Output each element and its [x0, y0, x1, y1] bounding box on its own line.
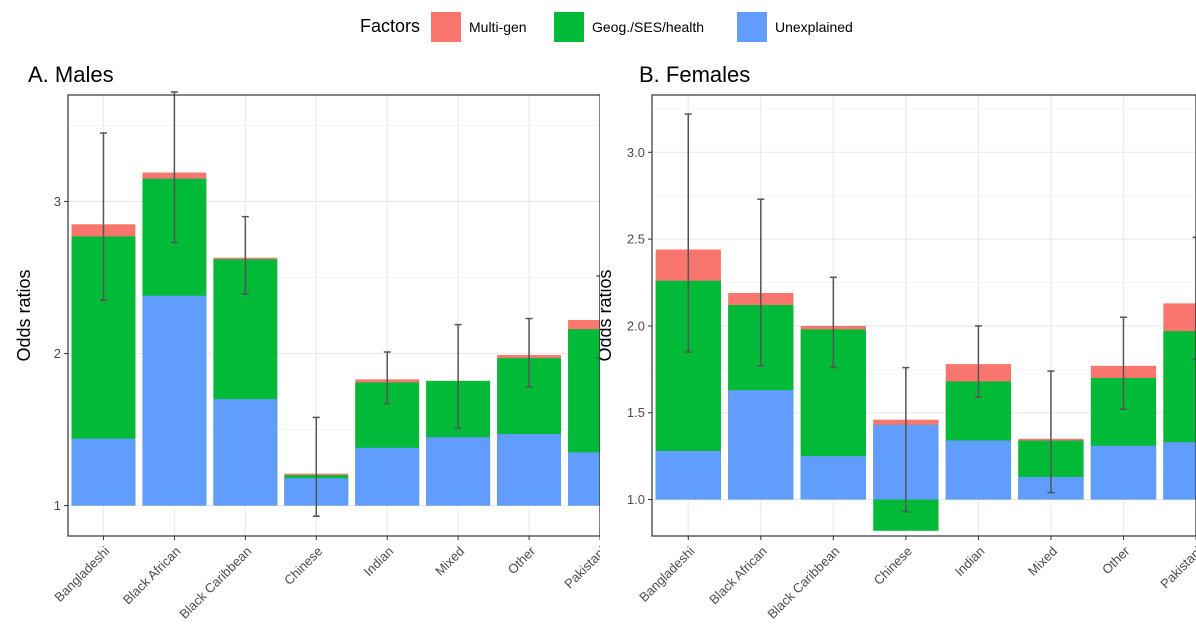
legend-title: Factors [360, 16, 420, 36]
x-tick-label-mixed: Mixed [1025, 544, 1060, 579]
bar-unexplained-pakistani [1163, 442, 1196, 500]
error-bar-bangladeshi [99, 132, 107, 302]
x-tick-label-indian: Indian [361, 544, 397, 580]
x-tick-label-black-african: Black African [706, 544, 770, 608]
y-tick-label: 1.0 [627, 492, 645, 507]
error-bar-black-caribbean [829, 276, 837, 369]
x-tick-label-pakistani: Pakistani [1157, 543, 1196, 591]
y-tick-label: 1 [54, 498, 61, 513]
x-tick-label-chinese: Chinese [281, 544, 325, 588]
error-bar-pakistani [596, 275, 600, 359]
y-axis-label: Odds ratios [600, 269, 615, 361]
bar-unexplained-black-african [142, 295, 207, 506]
error-bar-bangladeshi [684, 113, 692, 353]
x-tick-label-pakistani: Pakistani [561, 543, 600, 591]
legend-label-multi-gen: Multi-gen [469, 19, 527, 35]
x-tick-label-other: Other [505, 543, 539, 577]
panel-border [651, 94, 1196, 537]
chart-title: A. Males [28, 62, 114, 87]
y-tick-label: 3.0 [627, 145, 645, 160]
error-bar-other [525, 317, 533, 388]
error-bar-indian [974, 325, 982, 398]
error-bar-mixed [1047, 370, 1055, 494]
bar-unexplained-other [497, 434, 561, 506]
bar-group-mixed [426, 380, 491, 506]
bar-group-pakistani [568, 320, 600, 506]
bar-unexplained-black-african [728, 390, 794, 500]
y-axis-label: Odds ratios [14, 269, 34, 361]
x-tick-label-other: Other [1099, 543, 1133, 577]
y-tick-label: 2.0 [627, 318, 645, 333]
y-tick-label: 3 [54, 194, 61, 209]
chart-legend: Factors Multi-gen Geog./SES/health Unexpla… [360, 12, 853, 42]
chart-males: A. Males 1 2 3 Odds ratios Bangladeshi Black A… [14, 62, 600, 622]
error-bar-chinese [312, 416, 320, 517]
legend-label-unexplained: Unexplained [775, 19, 853, 35]
error-bar-other [1119, 316, 1127, 411]
panel-border [67, 94, 600, 537]
bar-unexplained-bangladeshi [71, 438, 136, 506]
bar-group-pakistani [1163, 303, 1196, 500]
y-tick-label: 2 [54, 346, 61, 361]
legend-key-geog-ses-health [554, 12, 584, 42]
x-tick-label-bangladeshi: Bangladeshi [636, 543, 697, 604]
x-tick-label-bangladeshi: Bangladeshi [51, 543, 112, 604]
chart-title: B. Females [639, 62, 750, 87]
bar-group-black-caribbean [213, 257, 278, 506]
y-tick-label: 1.5 [627, 405, 645, 420]
error-bar-mixed [454, 323, 462, 429]
x-tick-label-indian: Indian [952, 544, 988, 580]
legend-key-multi-gen [431, 12, 461, 42]
bar-unexplained-black-caribbean [213, 399, 278, 506]
bar-unexplained-bangladeshi [655, 450, 721, 500]
bar-unexplained-mixed [426, 437, 491, 506]
x-tick-label-mixed: Mixed [432, 544, 467, 579]
x-tick-label-black-african: Black African [120, 544, 184, 608]
chart-females: B. Females 1.0 1.5 2.0 2.5 3.0 Odds ratios Bang… [600, 62, 1196, 622]
bar-unexplained-pakistani [568, 452, 600, 506]
bar-group-indian [355, 379, 420, 506]
error-bar-chinese [902, 366, 910, 513]
bar-group-bangladeshi [71, 224, 136, 506]
error-bar-indian [383, 351, 391, 405]
error-bar-black-caribbean [241, 215, 249, 295]
error-bar-black-african [170, 91, 178, 244]
legend-label-geog-ses-health: Geog./SES/health [592, 19, 704, 35]
x-tick-label-chinese: Chinese [871, 544, 915, 588]
bar-unexplained-indian [355, 447, 420, 506]
error-bar-black-african [757, 198, 765, 367]
x-tick-label-black-caribbean: Black Caribbean [764, 544, 842, 622]
bar-unexplained-other [1090, 445, 1157, 500]
error-bar-pakistani [1192, 236, 1196, 360]
legend-key-unexplained [737, 12, 767, 42]
bar-unexplained-indian [945, 440, 1012, 500]
y-tick-label: 2.5 [627, 232, 645, 247]
bar-unexplained-black-caribbean [800, 456, 866, 500]
x-tick-label-black-caribbean: Black Caribbean [176, 544, 254, 622]
